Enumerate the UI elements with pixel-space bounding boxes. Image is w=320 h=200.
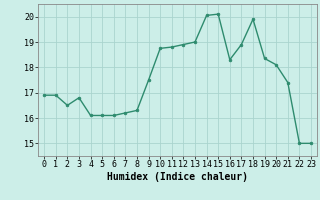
- X-axis label: Humidex (Indice chaleur): Humidex (Indice chaleur): [107, 172, 248, 182]
